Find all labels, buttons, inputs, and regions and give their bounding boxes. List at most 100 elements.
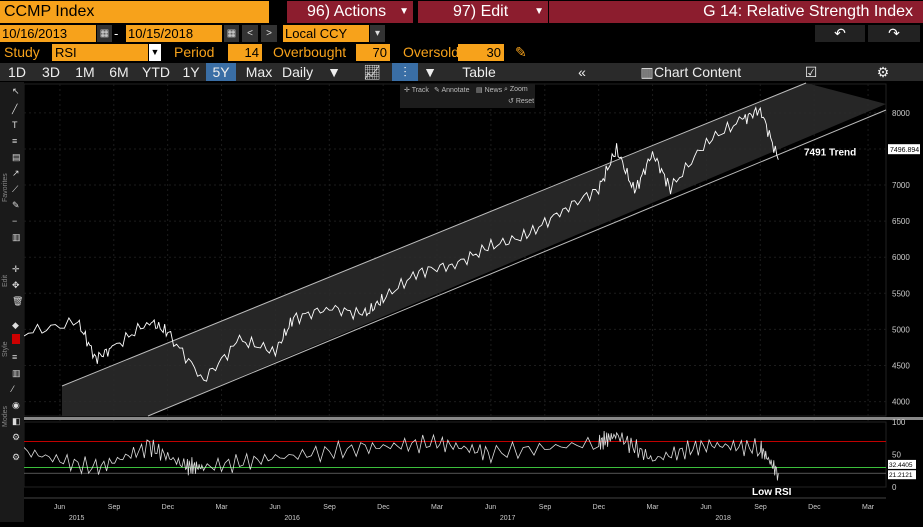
pen-tool-icon[interactable]: ✎: [12, 200, 20, 210]
minus-tool-icon[interactable]: −: [12, 216, 17, 226]
period-label: Period: [174, 44, 215, 60]
cursor-icon[interactable]: ↖: [12, 86, 20, 96]
edit-chart-icon[interactable]: ☑: [804, 64, 818, 80]
year-tick-label: 2017: [500, 515, 516, 522]
modes-tab[interactable]: Modes: [2, 405, 9, 427]
rsi-tick-label: 0: [892, 483, 897, 492]
month-tick-label: Jun: [54, 504, 65, 511]
reset-button[interactable]: ↺ Reset: [508, 98, 535, 105]
period-max-button[interactable]: Max: [245, 64, 273, 80]
chevron-right-icon[interactable]: >: [261, 25, 277, 42]
edit-tab[interactable]: Edit: [2, 275, 9, 287]
date-separator: -: [114, 26, 119, 41]
zoom-button[interactable]: ⌕ Zoom: [504, 86, 528, 93]
style-tool-icon[interactable]: ◆: [12, 320, 19, 330]
collapse-left-icon[interactable]: «: [578, 64, 586, 80]
edit-menu-button[interactable]: 97) Edit ▼: [418, 1, 548, 23]
annotate-button[interactable]: ✎ Annotate: [434, 87, 470, 94]
year-tick-label: 2015: [69, 515, 85, 522]
end-date-field[interactable]: 10/15/2018: [126, 25, 222, 42]
period-field[interactable]: 14: [228, 44, 262, 61]
actions-label: 96) Actions: [307, 3, 387, 20]
price-tick-label: 6000: [892, 253, 910, 262]
brush-icon[interactable]: ⁄: [10, 384, 15, 394]
currency-select[interactable]: Local CCY: [283, 25, 369, 42]
magnet-icon[interactable]: ◧: [12, 416, 21, 426]
period-6m-button[interactable]: 6M: [109, 64, 129, 80]
pencil-icon[interactable]: ✎: [515, 44, 527, 60]
channel-tool-icon[interactable]: ▤: [12, 152, 21, 162]
chevron-down-icon: ▼: [399, 6, 409, 17]
table-button[interactable]: Table: [462, 64, 496, 80]
chevron-down-icon[interactable]: ▾: [370, 25, 385, 42]
move-icon[interactable]: ✥: [12, 280, 20, 290]
month-tick-label: Jun: [485, 504, 496, 511]
text-tool-icon[interactable]: T: [12, 120, 18, 130]
line-width-icon[interactable]: ≡: [12, 352, 17, 362]
start-date-field[interactable]: 10/16/2013: [0, 25, 96, 42]
style-tab[interactable]: Style: [2, 341, 9, 357]
line-tool-icon[interactable]: ╱: [11, 103, 18, 115]
eye-icon[interactable]: ◉: [12, 400, 20, 410]
candle-chart-icon[interactable]: ⫶: [392, 63, 418, 81]
bars-tool-icon[interactable]: ▥: [12, 232, 21, 242]
edit-label: 97) Edit: [453, 3, 509, 20]
channel-upper-line: [61, 82, 807, 387]
undo-icon[interactable]: ↶: [815, 25, 865, 42]
gear-icon[interactable]: ⚙: [876, 64, 890, 80]
month-tick-label: Mar: [431, 504, 444, 511]
reset-label: Reset: [515, 98, 535, 105]
month-tick-label: Jun: [700, 504, 711, 511]
ticker-field[interactable]: CCMP Index: [0, 1, 269, 23]
trash-icon[interactable]: 🗑︎: [12, 296, 23, 306]
chart-content-button[interactable]: Chart Content: [654, 64, 742, 80]
chevron-left-icon[interactable]: <: [242, 25, 258, 42]
color-swatch-icon[interactable]: [12, 334, 20, 344]
study-select[interactable]: RSI: [52, 44, 148, 61]
annotate-label: Annotate: [441, 87, 470, 94]
chart-canvas[interactable]: 7491 Trend 4000 4500 5000 5500 6000 6500 7000 7…: [0, 82, 923, 522]
month-tick-label: Jun: [269, 504, 280, 511]
chart-area[interactable]: 7491 Trend 4000 4500 5000 5500 6000 6500 7000 7…: [0, 82, 923, 522]
trend-channel: [62, 83, 886, 416]
oversold-field[interactable]: 30: [458, 44, 504, 61]
month-tick-label: Sep: [323, 504, 336, 511]
zoom-label: Zoom: [509, 86, 528, 93]
period-1y-button[interactable]: 1Y: [182, 64, 200, 80]
gear-icon[interactable]: ⚙: [12, 452, 20, 462]
fib-tool-icon[interactable]: ≡: [12, 136, 17, 146]
period-3d-button[interactable]: 3D: [42, 64, 60, 80]
settings-small-icon[interactable]: ⚙: [12, 432, 20, 442]
trend-annotation: 7491 Trend: [804, 148, 856, 159]
fill-icon[interactable]: ▥: [12, 368, 21, 378]
calendar-icon[interactable]: ▦: [224, 25, 239, 42]
rsi-value-badge: [888, 470, 916, 480]
period-5y-button[interactable]: 5Y: [206, 63, 236, 81]
track-button[interactable]: ✛ Track: [404, 87, 429, 94]
period-ytd-button[interactable]: YTD: [142, 64, 170, 80]
price-tick-label: 4500: [892, 361, 910, 370]
chevron-down-icon[interactable]: ▼: [327, 64, 341, 80]
news-button[interactable]: ▤ News: [476, 87, 503, 94]
price-tick-label: 8000: [892, 109, 910, 118]
actions-menu-button[interactable]: 96) Actions ▼: [287, 1, 413, 23]
favorites-tab[interactable]: Favorites: [2, 173, 9, 202]
crosshair-icon[interactable]: ✛: [12, 264, 20, 274]
ray-tool-icon[interactable]: ⟋: [12, 184, 19, 194]
line-chart-icon[interactable]: 📈︎: [363, 64, 381, 80]
study-label: Study: [4, 44, 40, 60]
bar-chart-icon: ▥: [640, 64, 654, 80]
price-tick-label: 4000: [892, 398, 910, 407]
month-tick-label: Mar: [862, 504, 875, 511]
chevron-down-icon[interactable]: ▼: [149, 44, 161, 61]
arrow-tool-icon[interactable]: ↗: [12, 168, 20, 178]
frequency-select[interactable]: Daily: [282, 64, 314, 80]
overbought-field[interactable]: 70: [356, 44, 390, 61]
period-1m-button[interactable]: 1M: [75, 64, 95, 80]
redo-icon[interactable]: ↷: [868, 25, 920, 42]
price-line: [23, 106, 779, 382]
calendar-icon[interactable]: ▦: [97, 25, 112, 42]
period-1d-button[interactable]: 1D: [8, 64, 26, 80]
chevron-down-icon[interactable]: ▼: [423, 64, 437, 80]
chart-subtoolbar: ✛ Track ✎ Annotate ▤ News ⌕ Zoom ↺ Reset: [400, 84, 535, 108]
